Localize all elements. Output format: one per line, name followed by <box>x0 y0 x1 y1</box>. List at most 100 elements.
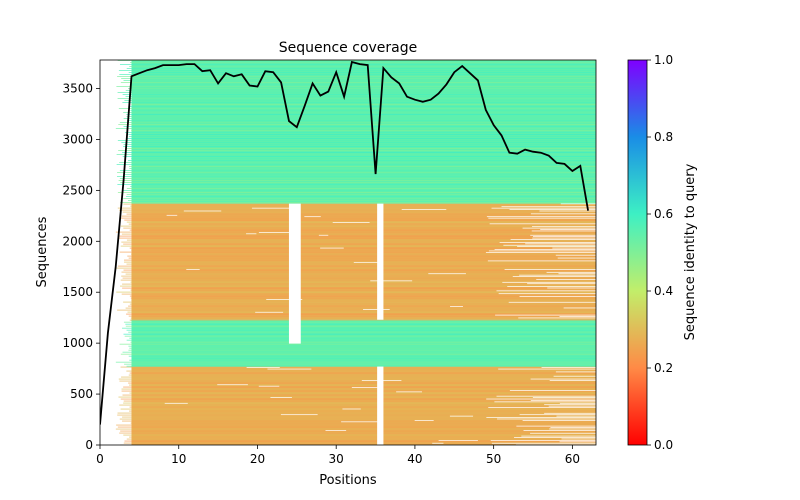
coverage-gap <box>246 367 280 368</box>
sequence-row <box>116 86 596 87</box>
coverage-gap <box>563 307 596 309</box>
sequence-row <box>122 283 596 285</box>
sequence-row <box>124 259 596 261</box>
x-axis-ticks: 0 10 20 30 40 50 60 <box>96 445 580 466</box>
coverage-gap <box>533 236 596 238</box>
x-tick-label: 10 <box>171 452 186 466</box>
sequence-row <box>118 396 596 398</box>
identity-band-0 <box>131 366 596 445</box>
sequence-row <box>121 271 596 273</box>
coverage-gap <box>517 246 596 247</box>
identity-band-1 <box>131 319 596 367</box>
sequence-row <box>116 291 596 293</box>
coverage-gap <box>553 375 596 377</box>
sequence-row <box>120 353 596 355</box>
coverage-gap <box>519 274 596 276</box>
sequence-row <box>122 420 596 422</box>
sequence-row <box>118 124 596 125</box>
sequence-row <box>119 170 596 171</box>
coverage-gap <box>556 415 596 417</box>
coverage-gap <box>166 214 178 216</box>
sequence-row <box>129 295 596 297</box>
sequence-row <box>123 146 596 147</box>
sequence-row <box>122 211 596 213</box>
coverage-gap <box>325 430 347 431</box>
sequence-row <box>126 68 596 69</box>
coverage-gap <box>320 247 344 249</box>
sequence-row <box>124 132 596 133</box>
coverage-gap <box>489 223 596 225</box>
sequence-row <box>117 414 596 416</box>
plot-frame <box>99 59 597 446</box>
sequence-row <box>129 166 596 167</box>
sequence-row <box>122 416 596 418</box>
sequence-row <box>117 309 596 311</box>
sequence-row <box>117 60 596 61</box>
sequence-row <box>128 88 596 89</box>
sequence-row <box>120 245 596 247</box>
sequence-row <box>119 74 596 75</box>
sequence-row <box>128 331 596 333</box>
colorbar-tick-label: 0.4 <box>654 284 673 298</box>
coverage-gap <box>536 279 596 280</box>
sequence-row <box>120 366 596 368</box>
sequence-row <box>124 100 596 101</box>
sequence-row <box>130 205 596 207</box>
coverage-gap <box>414 420 434 421</box>
coverage-gap <box>544 404 596 406</box>
sequence-row <box>118 378 596 380</box>
sequence-row <box>131 253 596 255</box>
sequence-row <box>128 136 596 137</box>
coverage-gap <box>353 261 382 263</box>
sequence-row <box>128 349 596 351</box>
coverage-gap <box>558 273 596 275</box>
coverage-gap <box>549 380 596 381</box>
coverage-gap <box>332 222 370 223</box>
sequence-row <box>121 142 596 143</box>
sequence-row <box>126 339 596 341</box>
coverage-line <box>100 60 589 425</box>
sequence-row <box>128 315 596 317</box>
x-tick-label: 0 <box>96 452 104 466</box>
coverage-gap <box>370 280 413 282</box>
sequence-row <box>115 361 596 363</box>
alignment-texture <box>115 60 596 445</box>
coverage-gap <box>561 438 596 440</box>
coverage-gap <box>541 367 596 368</box>
sequence-row <box>116 267 596 269</box>
coverage-gap <box>516 425 596 427</box>
coverage-gap <box>164 402 188 404</box>
sequence-row <box>126 263 596 265</box>
sequence-row <box>117 265 596 267</box>
sequence-row <box>122 102 596 103</box>
sequence-row <box>123 126 596 127</box>
coverage-gap <box>342 408 361 410</box>
sequence-row <box>131 357 596 359</box>
sequence-row <box>122 156 596 157</box>
sequence-row <box>131 249 596 251</box>
sequence-row <box>124 174 596 175</box>
coverage-gap <box>258 385 280 387</box>
sequence-row <box>123 434 596 436</box>
sequence-row <box>129 66 596 67</box>
sequence-row <box>123 301 596 303</box>
sequence-row <box>129 337 596 339</box>
coverage-gap <box>341 421 378 423</box>
coverage-gap <box>508 301 596 303</box>
sequence-row <box>120 182 596 183</box>
coverage-gap <box>497 418 596 420</box>
sequence-row <box>116 424 596 426</box>
coverage-gap <box>495 314 596 316</box>
coverage-gap <box>510 239 596 240</box>
coverage-gap <box>280 414 318 416</box>
sequence-row <box>118 150 596 151</box>
sequence-row <box>117 412 596 414</box>
coverage-gap <box>488 250 596 252</box>
coverage-gap <box>377 203 384 320</box>
sequence-row <box>122 94 596 95</box>
coverage-gap <box>555 371 596 373</box>
sequence-row <box>129 229 596 231</box>
sequence-row <box>120 217 596 219</box>
coverage-gap <box>527 283 596 285</box>
coverage-gap <box>546 271 596 273</box>
